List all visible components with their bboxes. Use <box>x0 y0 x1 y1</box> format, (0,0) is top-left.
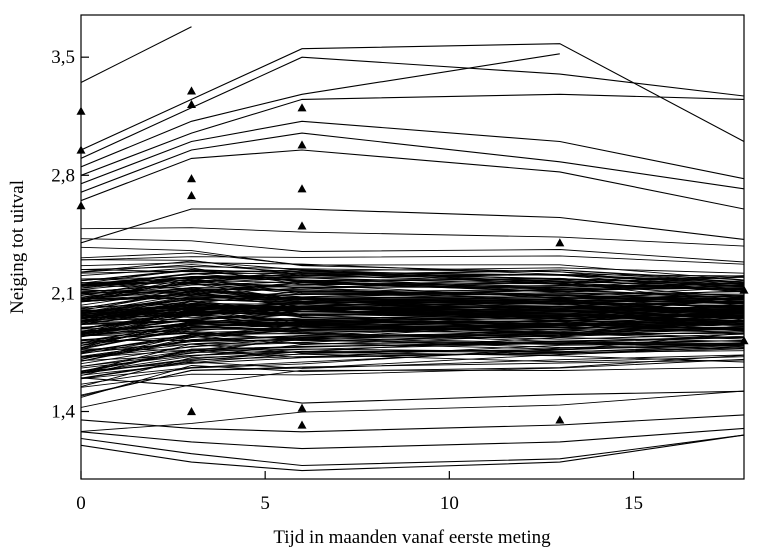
y-axis-title: Neiging tot uitval <box>7 180 28 314</box>
trajectory-line <box>81 427 744 450</box>
triangle-marker <box>555 415 565 424</box>
trajectory-line <box>81 331 744 374</box>
trajectory-line <box>81 93 744 176</box>
trajectory-line <box>81 283 744 300</box>
trajectory-line <box>81 305 744 326</box>
trajectory-line <box>81 434 744 472</box>
trajectory-line <box>81 269 744 287</box>
trajectory-line <box>81 227 744 247</box>
x-tick-label: 0 <box>76 493 86 514</box>
triangle-marker <box>297 184 307 193</box>
triangle-marker <box>187 86 196 95</box>
trajectory-line <box>81 414 744 433</box>
trajectory-line <box>81 53 560 168</box>
trajectory-line <box>81 309 744 325</box>
trajectory-line <box>81 270 744 284</box>
trajectory-line <box>81 346 744 374</box>
trajectory-line <box>81 291 744 313</box>
y-tick-label: 2,8 <box>51 165 75 186</box>
trajectory-line <box>81 308 744 326</box>
triangle-marker <box>187 99 196 109</box>
x-axis-ticks: 0 5 10 15 <box>76 471 643 514</box>
trajectory-line <box>81 252 744 281</box>
trajectory-line <box>81 359 744 397</box>
triangle-marker <box>297 420 307 429</box>
trajectory-line <box>81 434 744 467</box>
y-axis-ticks: 1,4 2,1 2,8 3,5 <box>51 47 89 423</box>
trajectory-line <box>81 333 744 341</box>
trajectory-line <box>81 327 744 373</box>
trajectory-line <box>81 284 744 303</box>
trajectory-line <box>81 274 744 292</box>
trajectory-line <box>81 377 744 404</box>
trajectory-line <box>81 149 744 210</box>
trajectory-line <box>81 43 744 151</box>
trajectory-line <box>81 338 744 357</box>
trajectory-line <box>81 120 744 185</box>
triangle-marker <box>555 238 565 247</box>
triangle-marker <box>297 403 307 412</box>
trajectory-line <box>81 311 744 348</box>
trajectory-line <box>81 354 744 398</box>
trajectory-line <box>81 337 744 362</box>
trajectory-line <box>81 342 744 385</box>
trajectory-line <box>81 322 744 337</box>
trajectory-line <box>81 319 744 334</box>
trajectory-lines <box>81 26 744 472</box>
triangle-marker <box>187 174 196 183</box>
trajectory-line <box>81 366 744 408</box>
triangle-marker <box>297 103 307 112</box>
triangle-marker <box>297 221 307 230</box>
trajectory-line <box>81 281 744 305</box>
triangle-marker <box>187 407 196 416</box>
trajectory-line <box>81 288 744 303</box>
x-tick-label: 10 <box>440 493 459 514</box>
y-tick-label: 3,5 <box>51 47 75 68</box>
trajectory-line <box>81 208 744 244</box>
y-tick-label: 1,4 <box>51 402 75 423</box>
x-tick-label: 5 <box>260 493 270 514</box>
triangle-marker <box>187 191 196 200</box>
trajectory-line <box>81 293 744 313</box>
trajectory-line <box>81 323 744 358</box>
y-tick-label: 2,1 <box>51 283 75 304</box>
trajectory-line <box>81 56 744 159</box>
trajectory-line <box>81 312 744 362</box>
trajectory-line <box>81 354 744 379</box>
trajectory-line <box>81 345 744 372</box>
trajectory-line <box>81 306 744 319</box>
trajectory-line <box>81 26 192 83</box>
trajectory-line <box>81 390 744 432</box>
trajectory-line <box>81 344 744 374</box>
trajectory-line <box>81 337 744 351</box>
trajectory-line <box>81 276 744 297</box>
trajectory-line <box>81 262 744 277</box>
x-tick-label: 15 <box>624 493 643 514</box>
x-axis-title: Tijd in maanden vanaf eerste meting <box>273 527 551 548</box>
trajectory-line <box>81 255 744 265</box>
trajectory-line <box>81 132 744 193</box>
trajectory-line <box>81 238 744 263</box>
trajectory-line <box>81 301 744 320</box>
plot-frame <box>80 14 745 480</box>
trajectory-line <box>81 321 744 336</box>
trajectory-line <box>81 301 744 325</box>
trajectory-line <box>81 268 744 286</box>
trajectory-line <box>81 290 744 308</box>
trajectory-line <box>81 299 744 322</box>
triangle-marker <box>297 140 307 149</box>
